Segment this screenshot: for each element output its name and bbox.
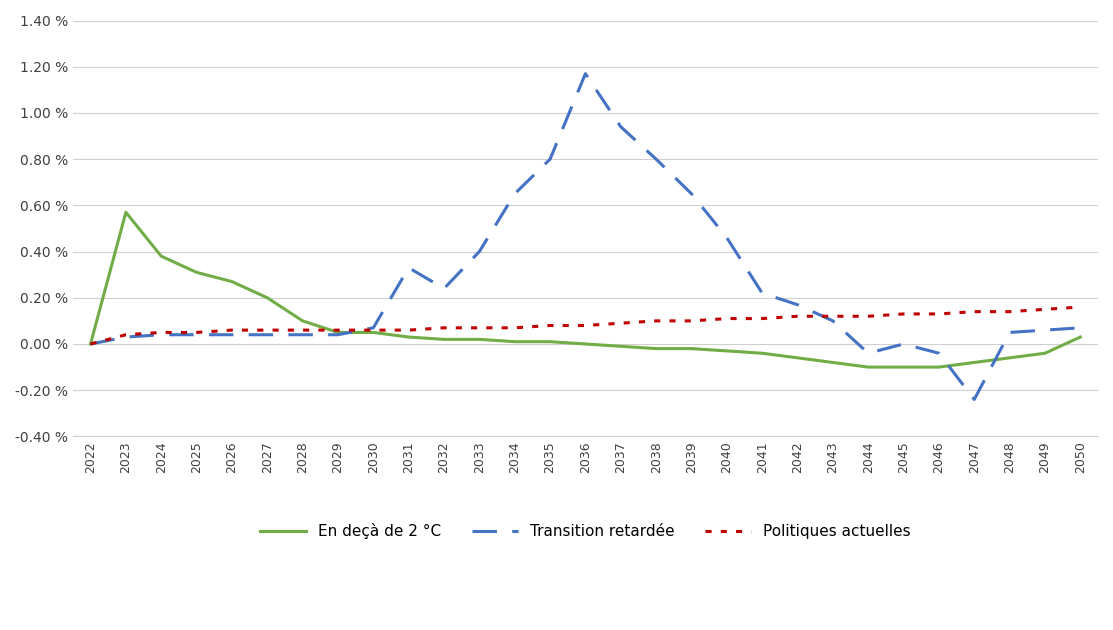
Transition retardée	[897, 340, 910, 348]
En deçà de 2 °C	[756, 350, 769, 357]
Politiques actuelles	[366, 326, 380, 334]
Politiques actuelles	[684, 317, 698, 324]
Politiques actuelles	[543, 322, 556, 329]
Line: Transition retardée: Transition retardée	[90, 74, 1081, 399]
Transition retardée	[473, 248, 486, 255]
Transition retardée	[83, 340, 97, 348]
Politiques actuelles	[1038, 306, 1052, 313]
En deçà de 2 °C	[366, 329, 380, 336]
Transition retardée	[225, 331, 238, 338]
Politiques actuelles	[720, 315, 733, 323]
Politiques actuelles	[473, 324, 486, 331]
En deçà de 2 °C	[614, 343, 628, 350]
Line: Politiques actuelles: Politiques actuelles	[90, 307, 1081, 344]
Transition retardée	[861, 350, 875, 357]
Politiques actuelles	[332, 326, 345, 334]
Transition retardée	[826, 317, 839, 324]
En deçà de 2 °C	[1003, 354, 1016, 362]
Politiques actuelles	[1003, 308, 1016, 316]
Politiques actuelles	[967, 308, 981, 316]
Politiques actuelles	[826, 312, 839, 320]
Transition retardée	[756, 289, 769, 297]
Transition retardée	[684, 190, 698, 198]
En deçà de 2 °C	[119, 209, 132, 216]
En deçà de 2 °C	[720, 347, 733, 355]
Politiques actuelles	[650, 317, 663, 324]
Transition retardée	[119, 333, 132, 341]
Politiques actuelles	[791, 312, 805, 320]
Transition retardée	[650, 156, 663, 163]
En deçà de 2 °C	[579, 340, 592, 348]
En deçà de 2 °C	[260, 294, 274, 302]
En deçà de 2 °C	[225, 278, 238, 285]
En deçà de 2 °C	[897, 364, 910, 371]
Politiques actuelles	[579, 322, 592, 329]
Transition retardée	[260, 331, 274, 338]
Politiques actuelles	[1074, 303, 1087, 311]
Politiques actuelles	[260, 326, 274, 334]
En deçà de 2 °C	[296, 317, 309, 324]
En deçà de 2 °C	[190, 268, 204, 276]
En deçà de 2 °C	[861, 364, 875, 371]
Politiques actuelles	[155, 329, 168, 336]
En deçà de 2 °C	[543, 338, 556, 345]
En deçà de 2 °C	[1038, 350, 1052, 357]
Transition retardée	[190, 331, 204, 338]
En deçà de 2 °C	[1074, 333, 1087, 341]
Transition retardée	[933, 350, 946, 357]
Transition retardée	[296, 331, 309, 338]
Transition retardée	[1038, 326, 1052, 334]
Line: En deçà de 2 °C: En deçà de 2 °C	[90, 212, 1081, 367]
En deçà de 2 °C	[473, 336, 486, 343]
Transition retardée	[614, 123, 628, 130]
En deçà de 2 °C	[967, 358, 981, 366]
En deçà de 2 °C	[684, 345, 698, 352]
Transition retardée	[720, 234, 733, 241]
Politiques actuelles	[119, 331, 132, 338]
Transition retardée	[402, 264, 415, 272]
Politiques actuelles	[614, 319, 628, 327]
Politiques actuelles	[508, 324, 521, 331]
Transition retardée	[1074, 324, 1087, 331]
En deçà de 2 °C	[332, 329, 345, 336]
Politiques actuelles	[437, 324, 451, 331]
Politiques actuelles	[933, 310, 946, 318]
Transition retardée	[543, 156, 556, 163]
En deçà de 2 °C	[791, 354, 805, 362]
En deçà de 2 °C	[402, 333, 415, 341]
En deçà de 2 °C	[650, 345, 663, 352]
Transition retardée	[967, 396, 981, 403]
Transition retardée	[1003, 329, 1016, 336]
Transition retardée	[508, 190, 521, 198]
En deçà de 2 °C	[826, 358, 839, 366]
Transition retardée	[155, 331, 168, 338]
Transition retardée	[791, 301, 805, 309]
En deçà de 2 °C	[933, 364, 946, 371]
Politiques actuelles	[296, 326, 309, 334]
Legend: En deçà de 2 °C, Transition retardée, Politiques actuelles: En deçà de 2 °C, Transition retardée, Po…	[254, 517, 917, 545]
Politiques actuelles	[190, 329, 204, 336]
Politiques actuelles	[897, 310, 910, 318]
Transition retardée	[579, 70, 592, 77]
Transition retardée	[366, 324, 380, 331]
Transition retardée	[437, 285, 451, 292]
Politiques actuelles	[402, 326, 415, 334]
Politiques actuelles	[83, 340, 97, 348]
Politiques actuelles	[756, 315, 769, 323]
En deçà de 2 °C	[155, 253, 168, 260]
En deçà de 2 °C	[508, 338, 521, 345]
Politiques actuelles	[861, 312, 875, 320]
Transition retardée	[332, 331, 345, 338]
En deçà de 2 °C	[83, 340, 97, 348]
Politiques actuelles	[225, 326, 238, 334]
En deçà de 2 °C	[437, 336, 451, 343]
